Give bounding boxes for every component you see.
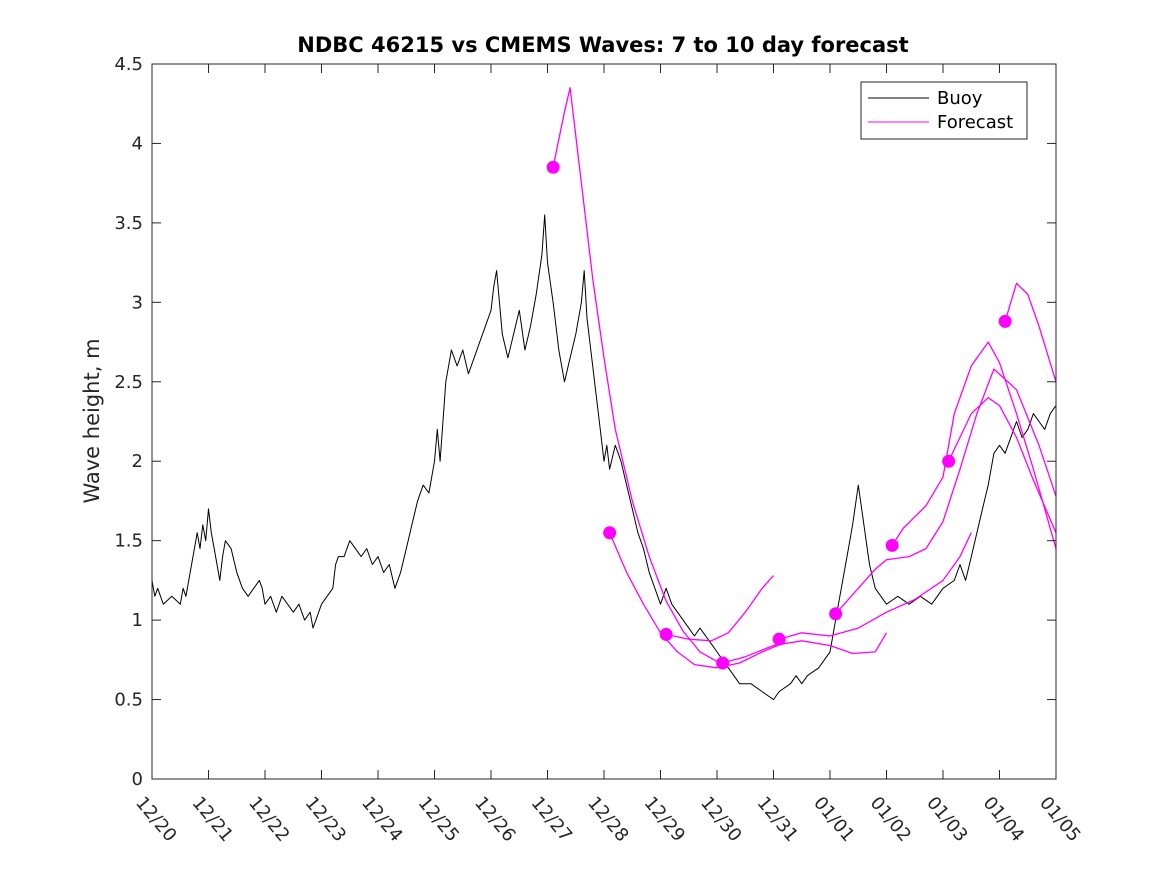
y-tick-label: 0.5 [114, 690, 143, 711]
y-tick-label: 4.5 [114, 54, 143, 75]
y-tick-label: 3.5 [114, 213, 143, 234]
forecast-start-marker [829, 607, 843, 621]
y-tick-label: 1 [132, 610, 143, 631]
y-tick-label: 1.5 [114, 531, 143, 552]
y-tick-label: 0 [132, 769, 143, 790]
legend-forecast-label: Forecast [937, 112, 1013, 133]
y-tick-label: 4 [132, 133, 143, 154]
forecast-start-marker [772, 632, 786, 646]
forecast-start-marker [546, 160, 560, 174]
plot-background [152, 64, 1056, 779]
y-axis: 0 0.5 1 1.5 2 2.5 3 3.5 4 4.5 [114, 54, 1056, 790]
forecast-series-line-4 [722, 632, 888, 664]
forecast-start-marker [716, 656, 730, 670]
forecast-series-line-5 [778, 532, 972, 640]
forecast-start-marker [885, 538, 899, 552]
legend-buoy-label: Buoy [937, 88, 983, 109]
marker-layer [546, 160, 1012, 670]
forecast-series-line-1 [552, 87, 723, 666]
forecast-series-line-3 [665, 575, 774, 642]
plot-area: 12/20 12/21 12/22 12/23 12/24 12/25 12/26 12/27… [114, 54, 1084, 846]
y-tick-label: 2.5 [114, 372, 143, 393]
series-layer [151, 87, 1057, 701]
legend-box [860, 81, 1028, 140]
forecast-start-marker [659, 627, 673, 641]
legend: Buoy Forecast [860, 81, 1028, 140]
y-tick-label: 3 [132, 292, 143, 313]
y-tick-label: 2 [132, 451, 143, 472]
forecast-series-line-9 [1004, 282, 1057, 382]
forecast-series-line-8 [948, 397, 1057, 533]
buoy-series-line [151, 214, 1057, 701]
forecast-start-marker [998, 314, 1012, 328]
forecast-start-marker [603, 526, 617, 540]
y-axis-label: Wave height, m [80, 338, 104, 503]
forecast-series-line-7 [891, 341, 1057, 549]
forecast-series-line-2 [609, 532, 786, 669]
forecast-series-line-6 [835, 368, 1057, 615]
chart-title: NDBC 46215 vs CMEMS Waves: 7 to 10 day f… [297, 33, 908, 57]
forecast-start-marker [942, 454, 956, 468]
